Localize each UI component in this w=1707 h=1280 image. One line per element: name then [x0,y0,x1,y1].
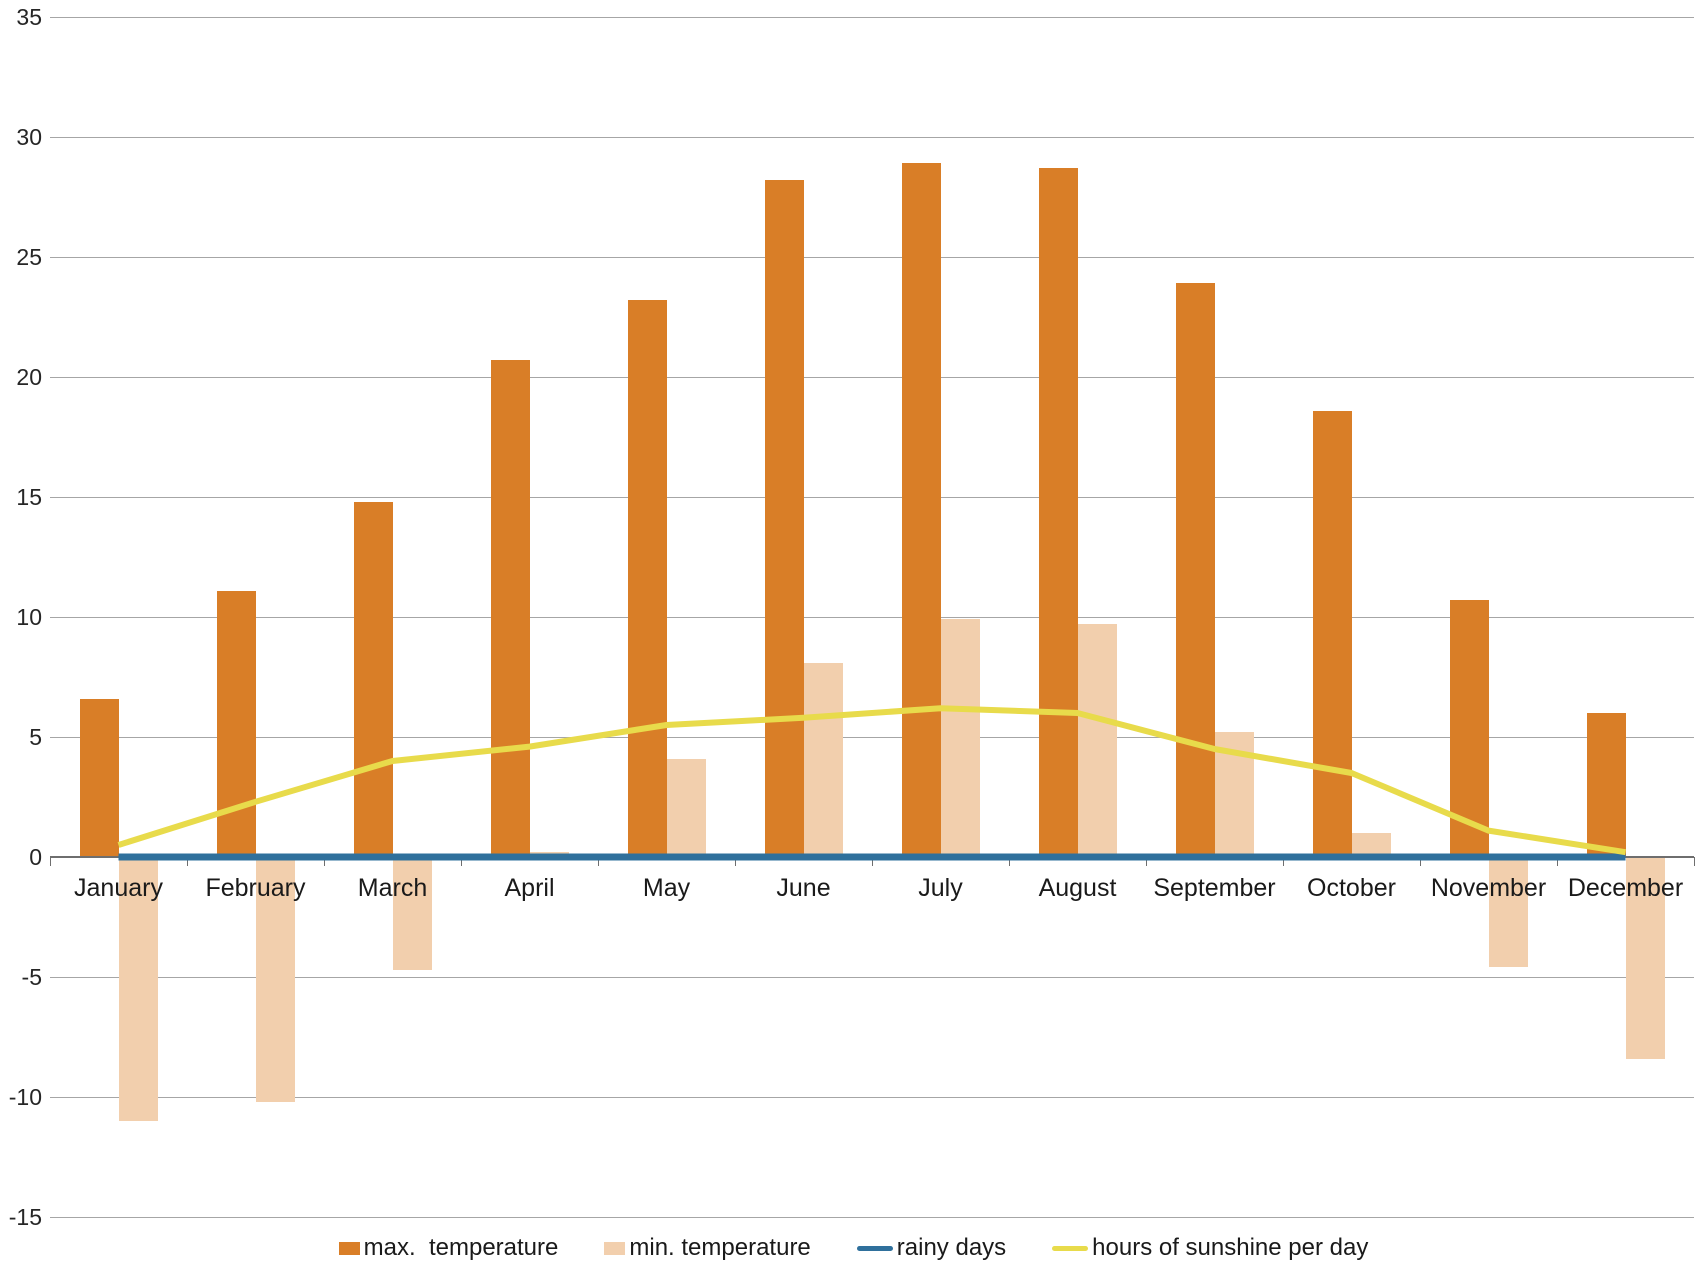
x-tick-label-january: January [74,874,163,902]
max-temp-bar-may [627,300,667,857]
gridline-30 [50,137,1694,138]
gridline--5 [50,977,1694,978]
legend-swatch [1052,1245,1089,1251]
gridline-5 [50,737,1694,738]
x-axis-tick [598,857,599,866]
gridline-25 [50,257,1694,258]
min-temp-bar-august [1077,624,1117,857]
gridline-15 [50,497,1694,498]
min-temp-bar-january [118,857,158,1121]
min-temp-bar-october [1351,833,1391,857]
x-axis-tick [187,857,188,866]
y-tick-label-5: 5 [29,724,42,750]
y-tick-label-15: 15 [16,484,42,510]
y-tick-label-0: 0 [29,844,42,870]
max-temp-bar-july [901,163,941,857]
x-tick-label-october: October [1307,874,1396,902]
x-tick-label-march: March [357,874,428,902]
x-tick-label-may: May [642,874,691,902]
x-axis-tick [50,857,51,866]
y-tick-label-20: 20 [16,364,42,390]
legend-swatch [604,1241,626,1255]
y-tick-label-10: 10 [16,604,42,630]
legend-label: min. temperature [629,1234,811,1261]
legend-item-max-temperature: max. temperature [338,1234,559,1262]
y-tick-label-25: 25 [16,244,42,270]
legend-label: hours of sunshine per day [1092,1234,1369,1261]
x-axis-tick [461,857,462,866]
legend-swatch [338,1241,360,1255]
min-temp-bar-february [255,857,295,1102]
y-tick-label-30: 30 [16,124,42,150]
legend-item-hours-of-sunshine-per-day: hours of sunshine per day [1052,1234,1368,1262]
min-temp-bar-may [666,758,706,857]
x-tick-label-august: August [1038,874,1117,902]
gridline-35 [50,17,1694,18]
x-tick-label-april: April [504,874,555,902]
x-axis-tick [324,857,325,866]
x-tick-label-november: November [1430,874,1547,902]
max-temp-bar-april [490,360,530,857]
min-temp-bar-december [1625,857,1665,1059]
gridline-10 [50,617,1694,618]
x-tick-label-september: September [1153,874,1276,902]
x-axis-tick [1283,857,1284,866]
legend-item-rainy-days: rainy days [856,1234,1007,1262]
x-axis-tick [735,857,736,866]
x-axis-tick [1557,857,1558,866]
min-temp-bar-june [803,662,843,857]
legend-item-min-temperature: min. temperature [604,1234,811,1262]
x-axis-tick [1009,857,1010,866]
min-temp-bar-november [1488,857,1528,968]
max-temp-bar-march [353,501,393,857]
y-tick-label-35: 35 [16,4,42,30]
y-tick-label--10: -10 [8,1084,42,1110]
min-temp-bar-july [940,619,980,857]
min-temp-bar-march [392,857,432,970]
max-temp-bar-august [1038,168,1078,857]
x-axis-tick [1146,857,1147,866]
hours-of-sunshine-per-day-line [117,705,1626,856]
x-axis-tick [872,857,873,866]
x-axis-tick [1420,857,1421,866]
max-temp-bar-january [79,698,119,857]
legend-swatch [856,1245,893,1251]
legend-label: max. temperature [363,1234,559,1261]
max-temp-bar-june [764,180,804,857]
max-temp-bar-october [1312,410,1352,857]
y-tick-label--5: -5 [21,964,42,990]
x-axis-tick [1694,857,1695,866]
max-temp-bar-september [1175,283,1215,857]
x-tick-label-february: February [205,874,306,902]
max-temp-bar-december [1586,713,1626,857]
gridline--15 [50,1217,1694,1218]
x-tick-label-december: December [1567,874,1684,902]
x-tick-label-july: July [918,874,963,902]
gridline-20 [50,377,1694,378]
y-tick-label--15: -15 [8,1204,42,1230]
gridline--10 [50,1097,1694,1098]
chart-legend: max. temperature min. temperature rainy da… [0,1234,1707,1262]
x-tick-label-june: June [776,874,831,902]
legend-label: rainy days [896,1234,1007,1261]
